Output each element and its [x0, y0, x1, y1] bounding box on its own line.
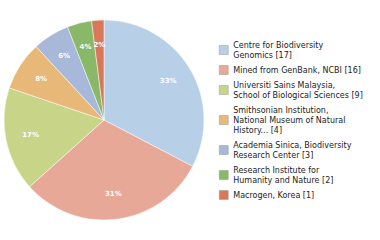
svg-text:2%: 2%	[93, 41, 105, 49]
svg-text:Macrogen, Korea [1]: Macrogen, Korea [1]	[233, 191, 314, 200]
svg-text:17%: 17%	[22, 131, 39, 139]
svg-text:Academia Sinica, Biodiversity: Academia Sinica, Biodiversity	[233, 141, 351, 150]
svg-text:Research Institute for: Research Institute for	[233, 166, 320, 175]
svg-text:4%: 4%	[80, 43, 92, 51]
svg-text:8%: 8%	[35, 75, 47, 83]
svg-text:6%: 6%	[58, 52, 70, 60]
svg-text:Centre for Biodiversity: Centre for Biodiversity	[233, 41, 323, 50]
svg-text:History... [4]: History... [4]	[233, 126, 282, 135]
svg-text:Humanity and Nature [2]: Humanity and Nature [2]	[233, 176, 333, 185]
svg-text:School of Biological Sciences: School of Biological Sciences [9]	[233, 91, 363, 100]
svg-text:Universiti Sains Malaysia,: Universiti Sains Malaysia,	[233, 81, 335, 90]
svg-text:Smithsonian Institution,: Smithsonian Institution,	[233, 106, 328, 115]
svg-text:Mined from GenBank, NCBI [16]: Mined from GenBank, NCBI [16]	[233, 66, 361, 75]
svg-text:31%: 31%	[105, 190, 122, 198]
svg-text:National Museum of Natural: National Museum of Natural	[233, 116, 345, 125]
svg-text:Research Center [3]: Research Center [3]	[233, 151, 313, 160]
svg-text:33%: 33%	[160, 77, 177, 85]
svg-text:Genomics [17]: Genomics [17]	[233, 51, 292, 60]
